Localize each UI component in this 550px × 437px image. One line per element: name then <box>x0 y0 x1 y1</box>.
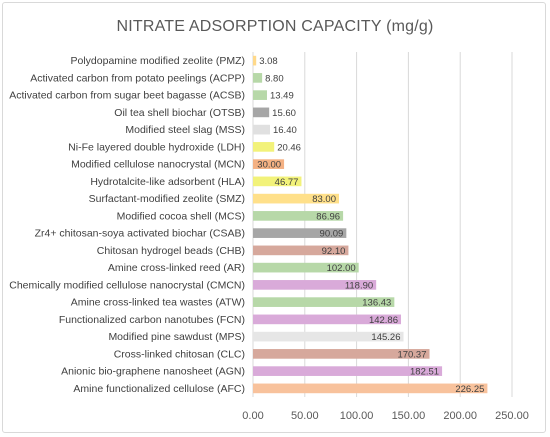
category-label: Functionalized carbon nanotubes (FCN) <box>59 314 245 326</box>
x-tick-label: 100.00 <box>340 410 374 422</box>
bar <box>253 262 359 273</box>
data-label: 136.43 <box>362 298 391 309</box>
bar <box>253 297 395 307</box>
category-label: Zr4+ chitosan-soya activated biochar (CS… <box>35 228 245 240</box>
bar <box>253 280 377 290</box>
data-label: 3.08 <box>259 56 278 67</box>
category-labels: Polydopamine modified zeolite (PMZ) Activ… <box>9 55 245 395</box>
category-label: Anionic bio-graphene nanosheet (AGN) <box>61 366 245 378</box>
category-label: Cross-linked chitosan (CLC) <box>114 348 245 360</box>
bar <box>253 55 257 66</box>
bar <box>253 331 404 342</box>
x-tick-label: 150.00 <box>392 410 426 422</box>
x-tick-labels: 0.00 50.00 100.00 150.00 200.00 250.00 <box>242 410 529 422</box>
bar <box>253 193 339 204</box>
bars <box>253 55 488 394</box>
category-label: Activated carbon from potato peelings (A… <box>30 72 245 84</box>
data-label: 30.00 <box>257 160 281 171</box>
category-label: Modified steel slag (MSS) <box>125 124 245 136</box>
bar <box>253 349 430 359</box>
x-tick-label: 0.00 <box>242 410 263 422</box>
bar <box>253 124 270 135</box>
bar <box>253 211 344 221</box>
category-label: Ni-Fe layered double hydroxide (LDH) <box>68 141 245 153</box>
bar <box>253 73 263 83</box>
bar <box>253 314 402 325</box>
category-label: Chemically modified cellulose nanocrysta… <box>9 279 245 291</box>
data-label: 83.00 <box>312 194 336 205</box>
category-label: Chitosan hydrogel beads (CHB) <box>97 245 245 257</box>
data-label: 15.60 <box>272 108 296 119</box>
x-tick-label: 250.00 <box>495 410 529 422</box>
chart-title: NITRATE ADSORPTION CAPACITY (mg/g) <box>116 18 434 35</box>
data-label: 46.77 <box>275 177 299 188</box>
bar <box>253 245 349 256</box>
x-tick-label: 50.00 <box>291 410 319 422</box>
category-label: Oil tea shell biochar (OTSB) <box>114 107 245 119</box>
category-label: Amine cross-linked tea wastes (ATW) <box>71 297 245 309</box>
data-label: 13.49 <box>270 91 294 102</box>
data-label: 226.25 <box>455 384 484 395</box>
category-label: Amine functionalized cellulose (AFC) <box>73 383 245 395</box>
category-label: Modified cocoa shell (MCS) <box>117 210 245 222</box>
bar <box>253 107 270 118</box>
data-label: 118.90 <box>345 280 373 291</box>
bar <box>253 159 285 169</box>
category-label: Hydrotalcite-like adsorbent (HLA) <box>90 176 245 188</box>
data-label: 92.10 <box>322 246 346 257</box>
data-label: 170.37 <box>397 349 426 360</box>
chart-frame <box>2 2 546 433</box>
data-label: 182.51 <box>410 367 439 378</box>
bar <box>253 176 302 187</box>
bar <box>253 90 267 100</box>
bar <box>253 228 347 238</box>
gridlines <box>252 52 513 397</box>
category-label: Polydopamine modified zeolite (PMZ) <box>71 55 246 67</box>
data-label: 86.96 <box>316 211 340 222</box>
category-label: Modified cellulose nanocrystal (MCN) <box>71 159 245 171</box>
bar <box>253 142 275 152</box>
data-label: 142.86 <box>369 315 398 326</box>
data-labels: 3.08 8.80 13.49 15.60 16.40 20.46 30.00 46.77 83… <box>257 56 484 395</box>
category-label: Modified pine sawdust (MPS) <box>108 331 245 343</box>
x-tick-label: 200.00 <box>443 410 477 422</box>
data-label: 90.09 <box>320 229 344 240</box>
data-label: 16.40 <box>273 125 297 136</box>
bar <box>253 383 488 394</box>
data-label: 145.26 <box>371 332 400 343</box>
category-label: Surfactant-modified zeolite (SMZ) <box>89 193 245 205</box>
data-label: 8.80 <box>265 73 284 84</box>
data-label: 102.00 <box>327 263 356 274</box>
category-label: Activated carbon from sugar beet bagasse… <box>9 90 245 102</box>
data-label: 20.46 <box>277 142 301 153</box>
bar <box>253 366 443 376</box>
category-label: Amine cross-linked reed (AR) <box>108 262 245 274</box>
